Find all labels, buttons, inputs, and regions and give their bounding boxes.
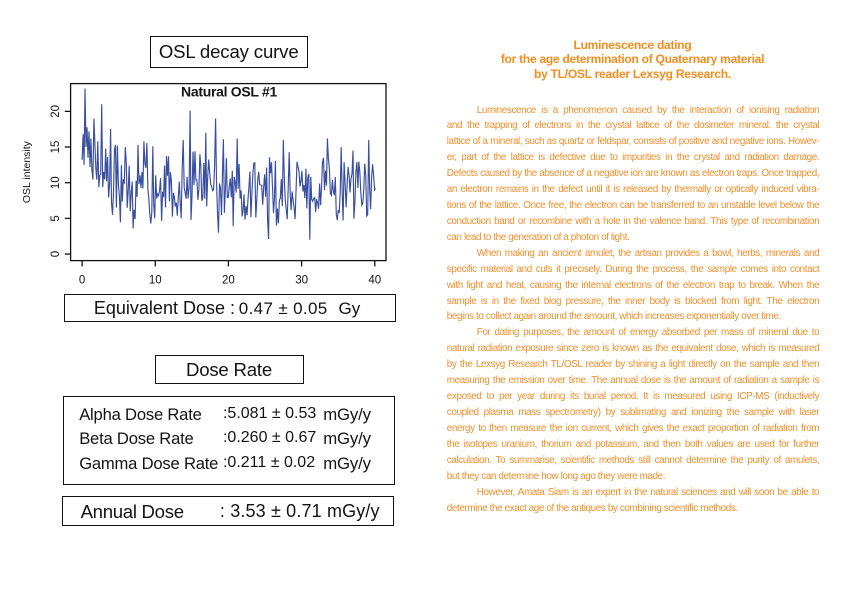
svg-text:20: 20 [50, 105, 62, 118]
svg-text:Natural OSL #1: Natural OSL #1 [181, 84, 277, 100]
svg-text:0: 0 [50, 251, 62, 257]
svg-text:20: 20 [222, 275, 235, 287]
svg-text:30: 30 [295, 275, 308, 287]
svg-text:OSL intensity: OSL intensity [21, 140, 33, 203]
svg-text:40: 40 [368, 275, 381, 287]
svg-text:0: 0 [79, 275, 85, 287]
svg-text:5: 5 [50, 215, 62, 221]
svg-text:10: 10 [50, 176, 62, 189]
svg-text:10: 10 [149, 275, 162, 287]
svg-text:15: 15 [50, 141, 62, 154]
